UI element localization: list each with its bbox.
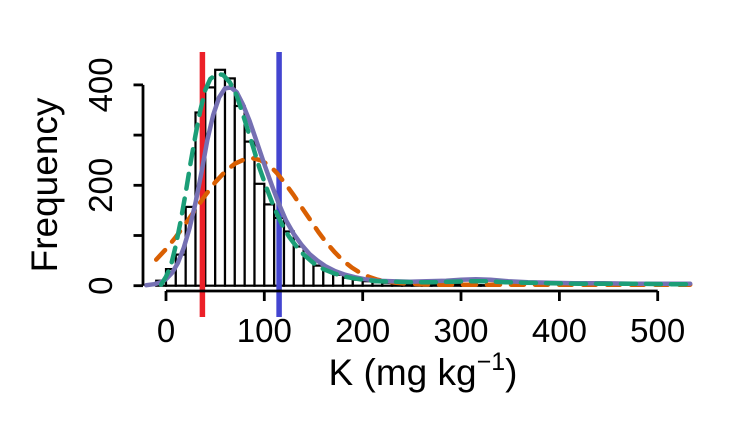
x-tick-label: 400 — [532, 312, 587, 349]
y-tick-label: 200 — [82, 158, 119, 213]
x-tick-label: 100 — [237, 312, 292, 349]
x-axis-title-base: K (mg kg — [329, 352, 477, 393]
x-axis-title: K (mg kg−1) — [329, 348, 518, 393]
tick-labels-group: 0 100 200 300 400 500 0 200 400 — [82, 57, 685, 349]
x-tick-label: 300 — [433, 312, 488, 349]
purple-solid-density-curve — [144, 85, 693, 288]
x-tick-label: 200 — [335, 312, 390, 349]
x-tick-label: 0 — [157, 312, 175, 349]
x-axis-title-close: ) — [505, 352, 517, 393]
x-tick-label: 500 — [630, 312, 685, 349]
axes-group — [133, 83, 660, 301]
y-axis-title: Frequency — [24, 97, 65, 272]
histogram-bar — [223, 77, 236, 287]
orange-dashed-normal-fit-curve — [153, 155, 693, 287]
y-tick-label: 400 — [82, 57, 119, 112]
teal-dashed-density-curve — [158, 71, 693, 287]
histogram-bar — [233, 104, 246, 287]
histogram-bars-group — [155, 68, 492, 287]
histogram-bar — [243, 140, 256, 287]
histogram-bar — [263, 203, 276, 287]
reference-lines-group — [199, 52, 282, 317]
histogram-bar — [332, 273, 345, 287]
histogram-bar — [253, 182, 266, 287]
y-tick-label: 0 — [82, 277, 119, 295]
density-curves-group — [144, 71, 693, 288]
x-axis-title-superscript: −1 — [477, 348, 506, 376]
